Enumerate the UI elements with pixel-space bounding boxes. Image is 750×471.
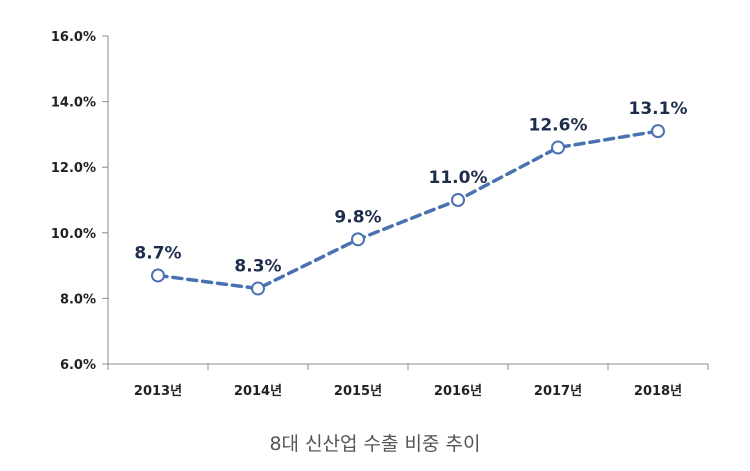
x-tick-label: 2018년: [634, 384, 682, 399]
x-tick-label: 2017년: [534, 384, 582, 399]
data-label: 8.3%: [234, 257, 281, 277]
series-path: [156, 129, 660, 291]
x-tick-label: 2014년: [234, 384, 282, 399]
chart-title: 8대 신산업 수출 비중 추이: [269, 433, 481, 455]
y-tick-label: 16.0%: [51, 30, 96, 45]
data-point: [351, 232, 365, 247]
data-label: 11.0%: [429, 168, 488, 188]
data-point: [551, 140, 565, 155]
data-label: 12.6%: [529, 116, 588, 136]
y-tick-label: 12.0%: [51, 161, 96, 176]
x-tick-label: 2015년: [334, 384, 382, 399]
x-tick-label: 2013년: [134, 384, 182, 399]
line-chart: 6.0%8.0%10.0%12.0%14.0%16.0% 2013년 2014년 2…: [51, 30, 709, 399]
data-label: 13.1%: [629, 99, 688, 119]
series-line: [151, 124, 665, 296]
x-axis: 2013년 2014년 2015년 2016년 2017년 2018년: [107, 363, 709, 399]
data-point: [151, 268, 165, 283]
data-point: [651, 124, 665, 139]
y-tick-label: 14.0%: [51, 96, 96, 111]
y-tick-label: 8.0%: [60, 292, 96, 307]
x-tick-label: 2016년: [434, 384, 482, 399]
data-point: [451, 193, 465, 207]
y-axis: 6.0% 8.0% 10.0% 12.0% 14.0% 16.0%: [51, 30, 109, 373]
data-point: [251, 281, 265, 296]
data-label: 9.8%: [334, 207, 381, 227]
y-tick-label: 6.0%: [60, 358, 96, 373]
data-labels: 8.7% 8.3% 9.8% 11.0% 12.6% 13.1%: [134, 99, 687, 276]
data-label: 8.7%: [134, 243, 181, 263]
y-tick-label: 10.0%: [51, 227, 96, 242]
